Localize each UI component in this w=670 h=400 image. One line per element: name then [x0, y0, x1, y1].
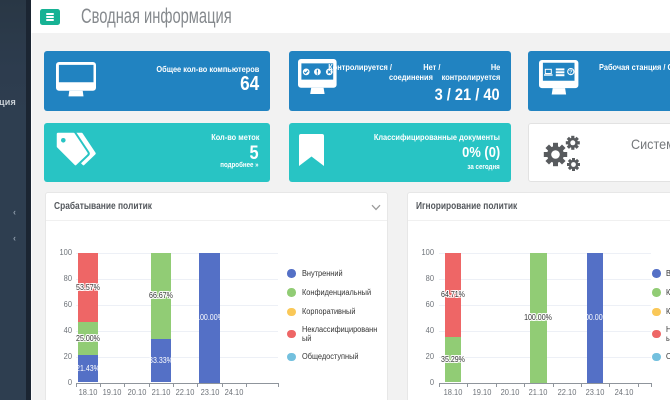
svg-text:?: ?	[569, 69, 573, 75]
